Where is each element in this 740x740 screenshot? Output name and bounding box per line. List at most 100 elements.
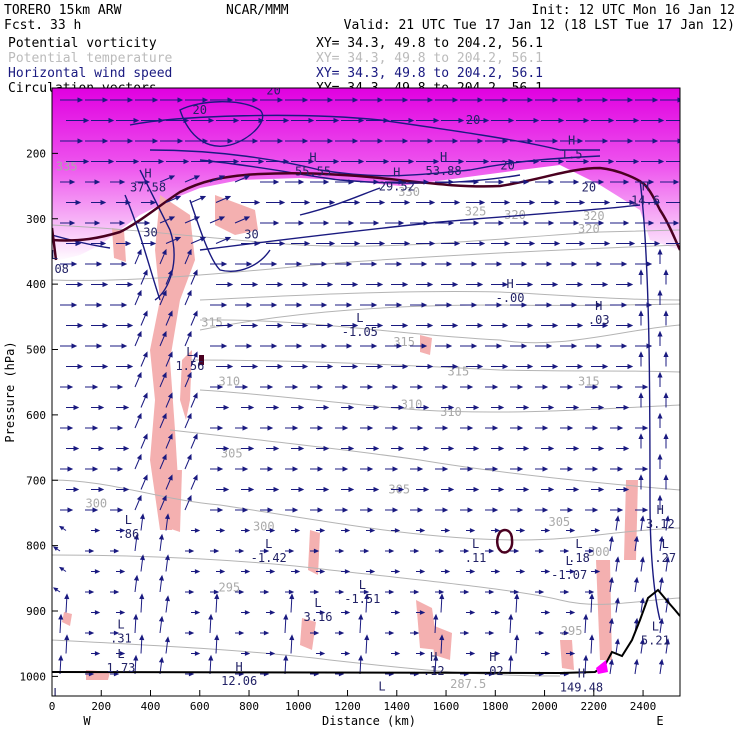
circulation-vector: [260, 302, 278, 308]
circulation-vector: [191, 610, 201, 615]
theta-label: 315: [578, 374, 600, 388]
circulation-vector: [360, 384, 374, 390]
x-axis-label: Distance (km): [322, 714, 416, 728]
circulation-vector: [291, 117, 315, 124]
circulation-vector: [341, 158, 365, 165]
theta-label: 320: [578, 222, 600, 236]
extremum-value: .18: [568, 551, 590, 565]
circulation-vector: [116, 651, 126, 656]
circulation-vector: [215, 195, 232, 203]
circulation-vector: [614, 597, 620, 613]
circulation-vector: [184, 175, 201, 183]
circulation-vector: [160, 138, 184, 144]
x-tick-label: 1400: [384, 700, 411, 713]
circulation-vector: [658, 617, 664, 634]
circulation-vector: [191, 569, 201, 574]
circulation-vector: [335, 302, 353, 308]
extremum-value: .12: [423, 664, 445, 678]
circulation-vector: [110, 548, 120, 554]
x-tick-label: 800: [239, 700, 259, 713]
circulation-vector: [216, 528, 226, 533]
circulation-vector: [116, 445, 130, 452]
circulation-vector: [316, 404, 330, 411]
circulation-vector: [110, 589, 120, 595]
circulation-vector: [241, 363, 259, 370]
circulation-vector: [491, 281, 509, 288]
circulation-vector: [335, 220, 355, 226]
extremum-value: 12.06: [221, 674, 257, 688]
circulation-vector: [510, 302, 528, 308]
circulation-vector: [516, 486, 530, 493]
circulation-vector: [410, 425, 424, 431]
circulation-vector: [416, 486, 430, 493]
circulation-vector: [585, 507, 599, 513]
theta-label: 295: [561, 624, 583, 638]
circulation-vector: [291, 281, 309, 288]
circulation-vector: [560, 507, 574, 513]
circulation-vector: [460, 466, 474, 472]
circulation-vector: [191, 158, 215, 165]
circulation-vector: [241, 158, 265, 165]
circulation-vector: [66, 486, 80, 493]
circulation-vector: [391, 158, 415, 165]
circulation-vector: [285, 589, 295, 595]
circulation-vector: [635, 97, 659, 103]
circulation-vector: [260, 384, 274, 390]
circulation-vector: [135, 138, 159, 144]
circulation-vector: [416, 404, 430, 411]
circulation-vector: [391, 404, 405, 411]
circulation-vector: [85, 671, 95, 677]
circulation-vector: [560, 589, 570, 595]
circulation-vector: [391, 528, 401, 533]
circulation-vector: [657, 248, 663, 264]
init-label: Init: 12 UTC Mon 16 Jan 12: [532, 3, 736, 18]
circulation-vector: [159, 453, 167, 470]
circulation-vector: [60, 425, 74, 431]
circulation-vector: [435, 343, 453, 349]
circulation-vector: [210, 138, 234, 144]
circulation-vector: [466, 445, 480, 452]
circulation-vector: [110, 343, 128, 349]
circulation-vector: [410, 548, 420, 554]
circulation-vector: [210, 466, 224, 472]
extremum-value: 37.58: [130, 180, 166, 194]
circulation-vector: [441, 569, 451, 574]
circulation-vector: [591, 281, 609, 288]
circulation-vector: [260, 507, 274, 513]
circulation-vector: [139, 554, 145, 572]
circulation-vector: [658, 535, 664, 552]
extremum-value: 4.08: [40, 262, 69, 276]
circulation-vector: [60, 466, 74, 472]
circulation-vector: [341, 486, 355, 493]
circulation-vector: [441, 486, 455, 493]
circulation-vector: [608, 658, 614, 675]
circulation-vector: [85, 548, 95, 554]
extremum-kind: L: [265, 537, 272, 551]
circulation-vector: [60, 302, 78, 308]
circulation-vector: [541, 281, 559, 288]
circulation-vector: [291, 158, 315, 165]
circulation-vector: [260, 138, 284, 144]
circulation-vector: [591, 199, 611, 206]
extremum-kind: L: [652, 619, 659, 633]
circulation-vector: [663, 433, 669, 449]
circulation-vector: [85, 220, 101, 226]
circulation-vector: [641, 240, 661, 247]
circulation-vector: [341, 281, 359, 288]
circulation-vector: [585, 343, 603, 349]
circulation-vector: [159, 494, 167, 511]
circulation-vector: [460, 220, 480, 226]
circulation-vector: [235, 138, 259, 144]
field-name-theta: Potential temperature: [8, 51, 173, 66]
circulation-vector: [260, 220, 280, 226]
circulation-vector: [560, 138, 584, 144]
circulation-vector: [140, 392, 148, 408]
circulation-vector: [566, 322, 584, 329]
circulation-vector: [91, 528, 101, 533]
circulation-vector: [210, 97, 234, 103]
circulation-vector: [134, 248, 142, 265]
circulation-vector: [91, 445, 105, 452]
circulation-vector: [657, 289, 663, 305]
circulation-vector: [60, 97, 84, 103]
circulation-vector: [638, 392, 644, 408]
